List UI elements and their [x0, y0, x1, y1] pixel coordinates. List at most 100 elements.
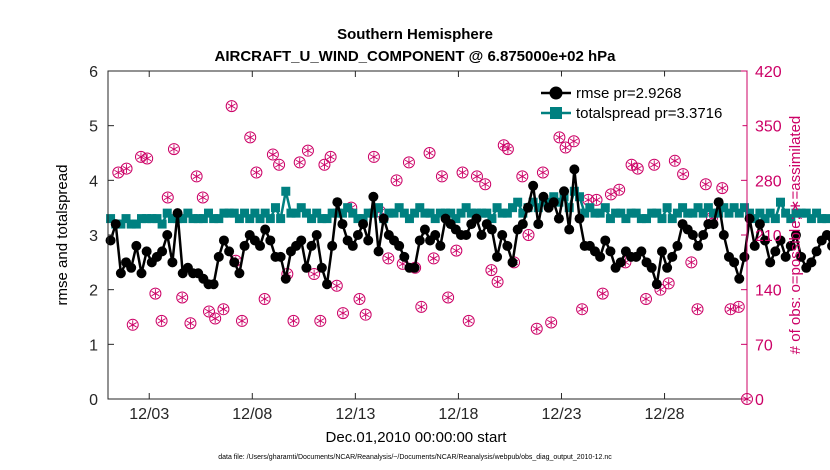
- obs-possible-marker: [336, 307, 349, 320]
- rmse-point-44: [332, 197, 343, 208]
- obs-point-63: [545, 316, 558, 329]
- rmse-point-71: [471, 213, 482, 224]
- obs-point-75: [631, 162, 644, 175]
- obs-point-26: [293, 156, 306, 169]
- spread-point-96: [600, 203, 610, 213]
- obs-assimilated-marker: [701, 179, 710, 189]
- spread-point-34: [281, 186, 291, 196]
- spread-point-0: [106, 214, 116, 224]
- obs-point-6: [155, 314, 168, 327]
- spread-point-99: [616, 208, 626, 218]
- rmse-point-48: [352, 230, 363, 240]
- spread-point-137: [812, 208, 822, 218]
- rmse-point-134: [796, 251, 807, 262]
- obs-assimilated-marker: [332, 281, 341, 291]
- rmse-point-76: [497, 230, 508, 240]
- spread-point-118: [714, 208, 724, 218]
- rmse-point-97: [605, 246, 616, 257]
- rmse-point-82: [528, 180, 539, 191]
- obs-assimilated-marker: [316, 316, 325, 326]
- spread-point-100: [621, 214, 631, 224]
- spread-point-74: [487, 214, 497, 224]
- rmse-point-39: [306, 240, 317, 251]
- rmse-point-61: [419, 224, 430, 235]
- obs-point-80: [668, 154, 681, 167]
- obs-possible-marker: [435, 170, 448, 183]
- obs-possible-marker: [359, 308, 372, 321]
- spread-point-8: [147, 214, 157, 224]
- obs-point-25: [287, 314, 300, 327]
- rmse-point-42: [322, 279, 333, 290]
- spread-point-119: [719, 203, 729, 213]
- spread-point-5: [131, 219, 141, 229]
- spread-point-61: [420, 208, 430, 218]
- rmse-point-96: [600, 235, 611, 246]
- spread-point-128: [765, 208, 775, 218]
- obs-point-45: [423, 147, 436, 159]
- spread-point-66: [446, 208, 456, 218]
- spread-point-108: [662, 203, 672, 213]
- obs-possible-marker: [244, 131, 257, 144]
- y-tick-label-3: 3: [89, 228, 98, 245]
- obs-possible-marker: [553, 131, 566, 144]
- obs-point-53: [479, 178, 492, 191]
- spread-point-39: [307, 214, 317, 224]
- rmse-point-29: [255, 240, 266, 251]
- spread-point-62: [425, 208, 435, 218]
- spread-point-55: [389, 208, 399, 218]
- obs-possible-marker: [196, 191, 209, 204]
- obs-possible-marker: [126, 318, 139, 331]
- spread-point-36: [291, 208, 301, 218]
- obs-point-88: [732, 300, 745, 313]
- obs-assimilated-marker: [561, 143, 570, 153]
- rmse-point-117: [708, 219, 719, 230]
- obs-possible-marker: [427, 252, 440, 265]
- spread-point-16: [188, 214, 198, 224]
- obs-assimilated-marker: [437, 171, 447, 181]
- rmse-point-25: [234, 268, 245, 279]
- spread-point-11: [162, 208, 172, 218]
- obs-point-77: [648, 158, 661, 171]
- y2-tick-label-3: 210: [755, 228, 782, 245]
- obs-possible-marker: [176, 291, 189, 304]
- spread-point-112: [683, 208, 693, 218]
- obs-assimilated-marker: [252, 168, 261, 178]
- spread-point-83: [533, 203, 543, 213]
- obs-possible-marker: [367, 150, 380, 163]
- obs-point-83: [691, 303, 704, 316]
- obs-assimilated-marker: [670, 156, 679, 166]
- spread-point-45: [337, 208, 347, 218]
- obs-assimilated-marker: [320, 160, 329, 170]
- spread-point-75: [492, 203, 502, 213]
- obs-possible-marker: [497, 139, 510, 152]
- obs-possible-marker: [141, 152, 154, 165]
- spread-point-37: [296, 203, 306, 213]
- obs-possible-marker: [390, 174, 403, 187]
- spread-point-38: [301, 208, 311, 218]
- obs-assimilated-marker: [295, 157, 304, 167]
- obs-assimilated-marker: [592, 195, 601, 205]
- obs-point-14: [209, 312, 222, 325]
- spread-point-79: [513, 197, 523, 207]
- obs-point-81: [677, 168, 690, 181]
- obs-assimilated-marker: [361, 310, 370, 320]
- obs-assimilated-marker: [219, 304, 228, 314]
- rmse-point-128: [765, 257, 776, 268]
- obs-possible-marker: [491, 275, 504, 288]
- obs-point-52: [470, 170, 483, 183]
- obs-assimilated-marker: [650, 160, 659, 170]
- spread-point-54: [384, 208, 394, 218]
- spread-point-56: [394, 203, 404, 213]
- x-tick-label-4: 12/23: [541, 406, 581, 423]
- spread-point-113: [688, 208, 698, 218]
- obs-point-22: [266, 148, 279, 161]
- spread-point-27: [245, 214, 255, 224]
- spread-point-28: [250, 208, 260, 218]
- spread-point-65: [441, 208, 451, 218]
- spread-point-126: [755, 208, 765, 218]
- spread-point-10: [157, 219, 167, 229]
- obs-assimilated-marker: [687, 257, 696, 267]
- obs-point-35: [353, 293, 366, 306]
- rmse-point-132: [785, 240, 796, 251]
- rmse-point-121: [729, 257, 740, 268]
